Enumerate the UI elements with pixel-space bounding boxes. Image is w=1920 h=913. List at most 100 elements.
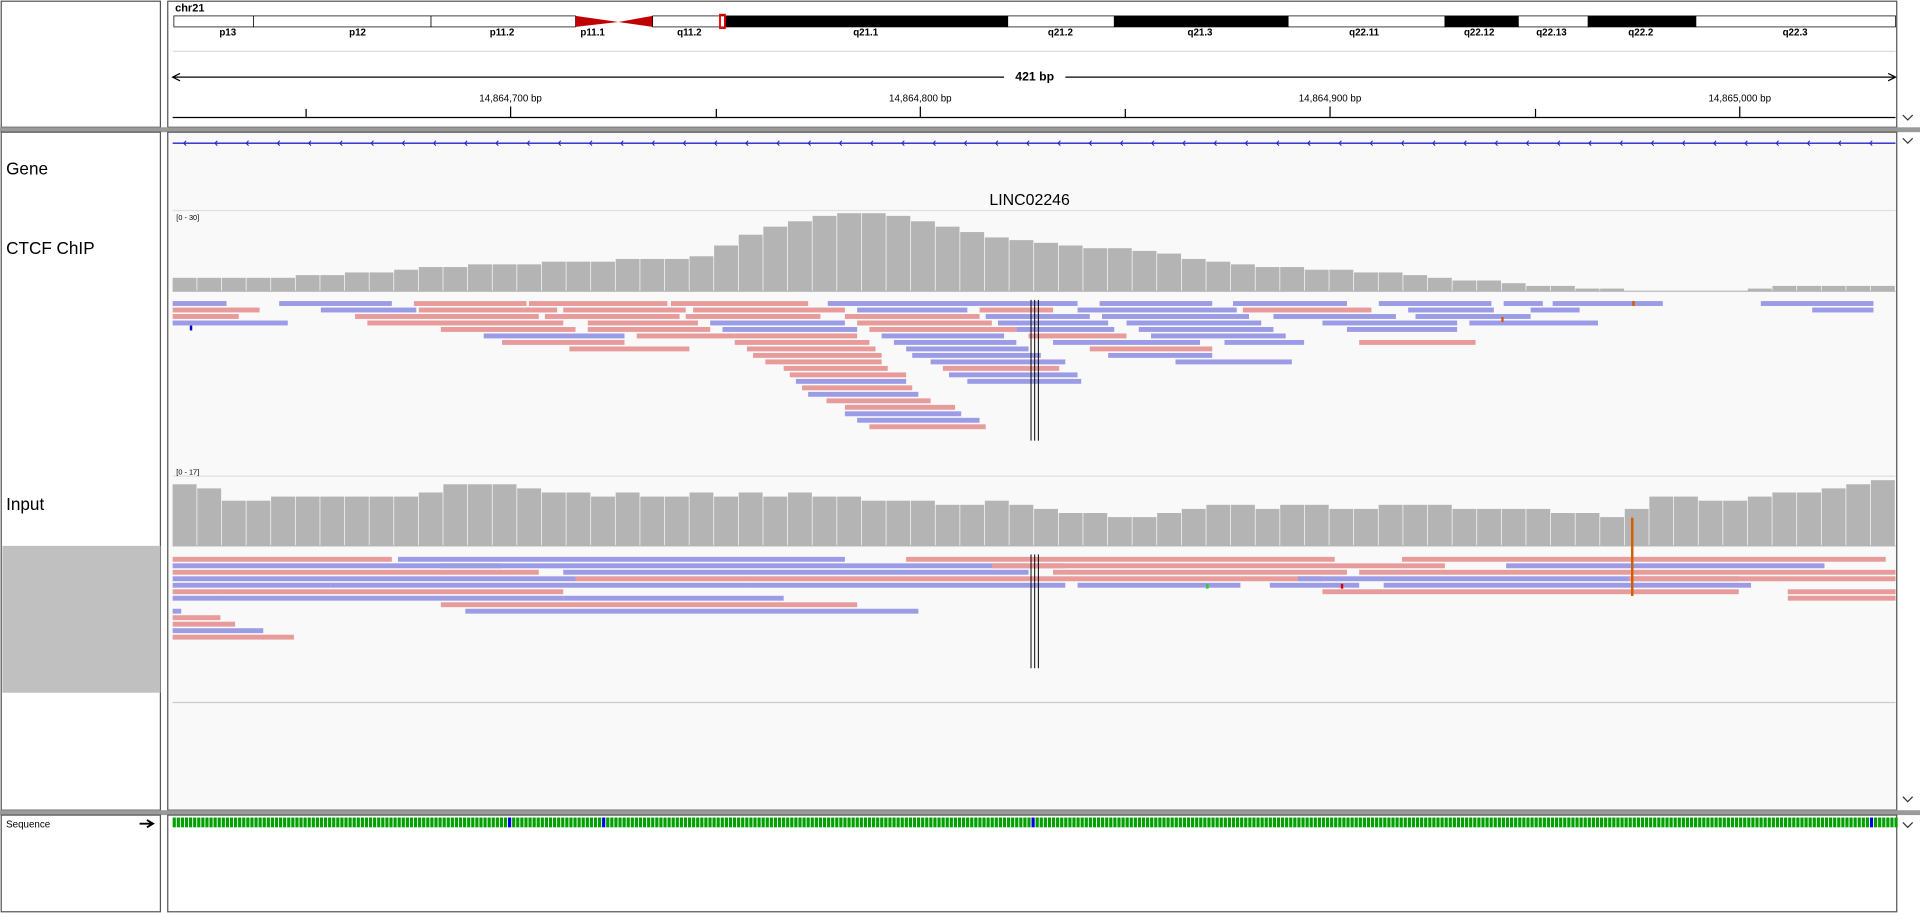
coverage-bar (1526, 285, 1551, 292)
base (957, 817, 962, 828)
track-data-panel[interactable] (167, 131, 1898, 811)
base (1420, 817, 1424, 828)
base (589, 817, 593, 828)
strand-chevron (901, 140, 905, 146)
base (238, 817, 242, 828)
base (1125, 817, 1129, 828)
base (1293, 817, 1297, 828)
base (1829, 817, 1833, 828)
base (1587, 817, 1591, 828)
base (524, 817, 528, 828)
coverage-bar (1821, 285, 1846, 292)
read (440, 327, 576, 332)
strand-chevron (1369, 140, 1373, 146)
read (1322, 320, 1458, 326)
base (1424, 817, 1428, 828)
read (172, 301, 227, 306)
base (1734, 817, 1739, 828)
base (1542, 817, 1546, 828)
base (704, 817, 708, 828)
track-name[interactable]: Gene (6, 159, 48, 179)
base (1244, 817, 1248, 828)
base (1428, 817, 1432, 828)
read (685, 314, 821, 319)
base (495, 817, 499, 828)
base (1747, 817, 1751, 828)
base (1027, 817, 1031, 828)
coverage-bar (1304, 269, 1329, 292)
base (1317, 817, 1321, 828)
base (872, 817, 876, 828)
base (1555, 817, 1559, 828)
base (1051, 817, 1056, 828)
read (1099, 301, 1213, 306)
coverage-bar (738, 234, 763, 292)
base (585, 817, 589, 828)
coverage-bar (1083, 248, 1108, 292)
coverage-bar (1477, 280, 1501, 292)
read (710, 320, 845, 326)
base (986, 817, 990, 828)
coverage-bar (1132, 250, 1157, 292)
mismatch (1206, 583, 1209, 589)
base (1105, 817, 1109, 828)
base (213, 817, 217, 828)
selected-track-name[interactable] (2, 545, 161, 693)
read (844, 404, 956, 410)
base (1853, 817, 1857, 828)
base (761, 817, 765, 828)
read (753, 352, 882, 358)
coverage-bar (1723, 500, 1748, 546)
read (997, 320, 1109, 326)
base (1379, 817, 1383, 828)
read (172, 320, 288, 326)
coverage-bar (172, 484, 197, 546)
base (483, 817, 487, 828)
base (401, 817, 405, 828)
coverage-bar (418, 267, 443, 292)
coverage-bar (1255, 267, 1280, 292)
base (1399, 817, 1403, 828)
read (942, 365, 1060, 371)
read (1126, 320, 1262, 326)
base (1305, 817, 1309, 828)
base (1849, 817, 1853, 828)
base (929, 817, 933, 828)
base (1616, 817, 1620, 828)
read (1297, 576, 1739, 582)
strand-chevron (1556, 140, 1561, 146)
strand-chevron (1338, 140, 1342, 146)
mismatch (1501, 316, 1504, 322)
scroll-arrow[interactable] (1902, 114, 1914, 829)
track-name-panel[interactable] (0, 131, 162, 811)
base (1375, 817, 1379, 828)
strand-chevron (1275, 140, 1280, 146)
base (172, 817, 176, 828)
strand-arrow[interactable] (139, 819, 155, 829)
track-name[interactable]: CTCF ChIP (6, 238, 95, 258)
read (367, 320, 564, 326)
read (1077, 307, 1237, 313)
read (418, 307, 558, 313)
coverage-bar (1649, 496, 1674, 546)
base (1890, 817, 1894, 828)
strand-chevron (994, 140, 999, 146)
read (172, 634, 294, 640)
base (851, 817, 855, 828)
base (1325, 817, 1330, 828)
base (1195, 817, 1199, 828)
base (1297, 817, 1301, 828)
base (1178, 817, 1182, 828)
base (536, 817, 540, 828)
read (1415, 314, 1531, 319)
base (364, 817, 369, 828)
base (434, 817, 438, 828)
base (806, 817, 810, 828)
cytoband-label: q22.12 (1464, 28, 1495, 39)
base (634, 817, 638, 828)
coverage-bar (1501, 508, 1526, 546)
base (1321, 817, 1326, 828)
track-name[interactable]: Input (6, 494, 44, 514)
base (1227, 817, 1232, 828)
coverage-bar (172, 277, 197, 292)
